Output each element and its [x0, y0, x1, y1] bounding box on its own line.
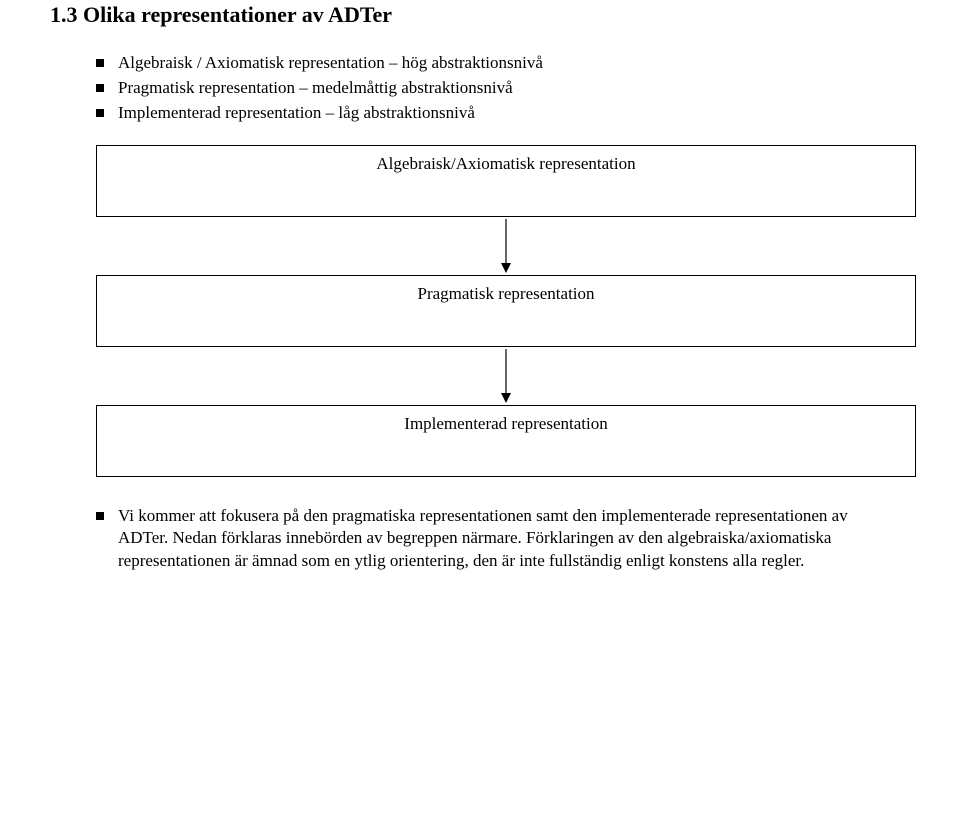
- diagram-box: Pragmatisk representation: [96, 275, 916, 347]
- diagram-box: Algebraisk/Axiomatisk representation: [96, 145, 916, 217]
- diagram-box-label: Pragmatisk representation: [107, 284, 905, 304]
- arrow-down-icon: [96, 347, 916, 405]
- diagram-box: Implementerad representation: [96, 405, 916, 477]
- arrow-down-icon: [96, 217, 916, 275]
- list-item: Pragmatisk representation – medelmåttig …: [96, 77, 899, 100]
- paragraph-text: Vi kommer att fokusera på den pragmatisk…: [118, 505, 899, 572]
- diagram-box-label: Implementerad representation: [107, 414, 905, 434]
- section-heading: 1.3 Olika representationer av ADTer: [50, 2, 899, 28]
- square-bullet-icon: [96, 512, 104, 520]
- bullet-text: Pragmatisk representation – medelmåttig …: [118, 77, 513, 100]
- list-item: Vi kommer att fokusera på den pragmatisk…: [96, 505, 899, 572]
- diagram-box-label: Algebraisk/Axiomatisk representation: [107, 154, 905, 174]
- bottom-bullet-list: Vi kommer att fokusera på den pragmatisk…: [96, 505, 899, 572]
- bullet-text: Implementerad representation – låg abstr…: [118, 102, 475, 125]
- list-item: Implementerad representation – låg abstr…: [96, 102, 899, 125]
- square-bullet-icon: [96, 109, 104, 117]
- document-page: 1.3 Olika representationer av ADTer Alge…: [0, 2, 959, 830]
- square-bullet-icon: [96, 59, 104, 67]
- bottom-paragraph-block: Vi kommer att fokusera på den pragmatisk…: [50, 505, 899, 572]
- bullet-text: Algebraisk / Axiomatisk representation –…: [118, 52, 543, 75]
- list-item: Algebraisk / Axiomatisk representation –…: [96, 52, 899, 75]
- top-bullet-list: Algebraisk / Axiomatisk representation –…: [96, 52, 899, 125]
- square-bullet-icon: [96, 84, 104, 92]
- flow-diagram: Algebraisk/Axiomatisk representation Pra…: [96, 145, 916, 477]
